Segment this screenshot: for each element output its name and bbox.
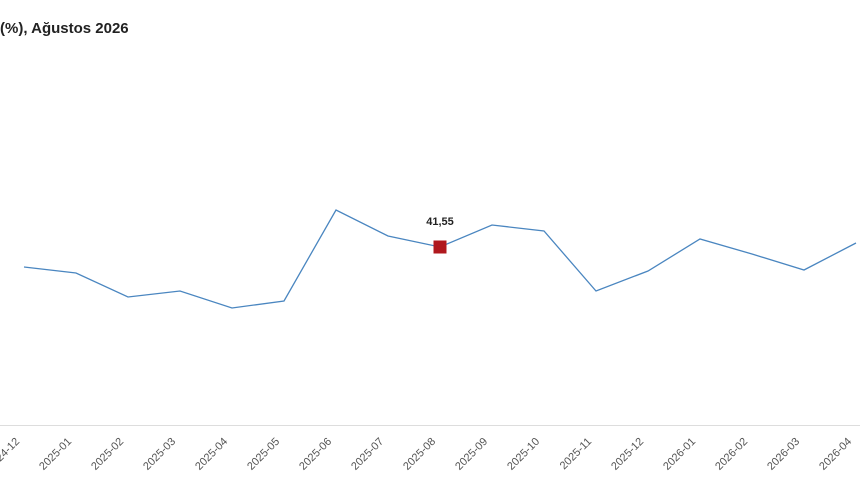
x-tick-label: 2024-12 — [0, 436, 22, 473]
x-tick-label: 2026-02 — [713, 436, 750, 473]
x-tick-label: 2025-02 — [89, 436, 126, 473]
x-tick-label: 2025-08 — [401, 436, 438, 473]
x-tick-label: 2025-05 — [245, 436, 282, 473]
x-tick-label: 2026-01 — [661, 436, 698, 473]
x-tick-label: 2025-10 — [505, 436, 542, 473]
x-tick-label: 2025-06 — [297, 436, 334, 473]
x-tick-label: 2025-01 — [37, 436, 74, 473]
x-tick-label: 2025-11 — [558, 436, 594, 472]
x-tick-label: 2025-04 — [193, 436, 230, 473]
value-label: 41,55 — [426, 216, 454, 228]
x-tick-label: 2025-12 — [609, 436, 646, 473]
chart-title: (%), Ağustos 2026 — [0, 20, 129, 37]
highlight-marker — [433, 240, 447, 254]
x-tick-label: 2025-03 — [141, 436, 178, 473]
x-tick-label: 2026-04 — [817, 436, 854, 473]
x-tick-label: 2025-09 — [453, 436, 490, 473]
x-tick-label: 2026-03 — [765, 436, 802, 473]
x-tick-label: 2025-07 — [349, 436, 386, 473]
